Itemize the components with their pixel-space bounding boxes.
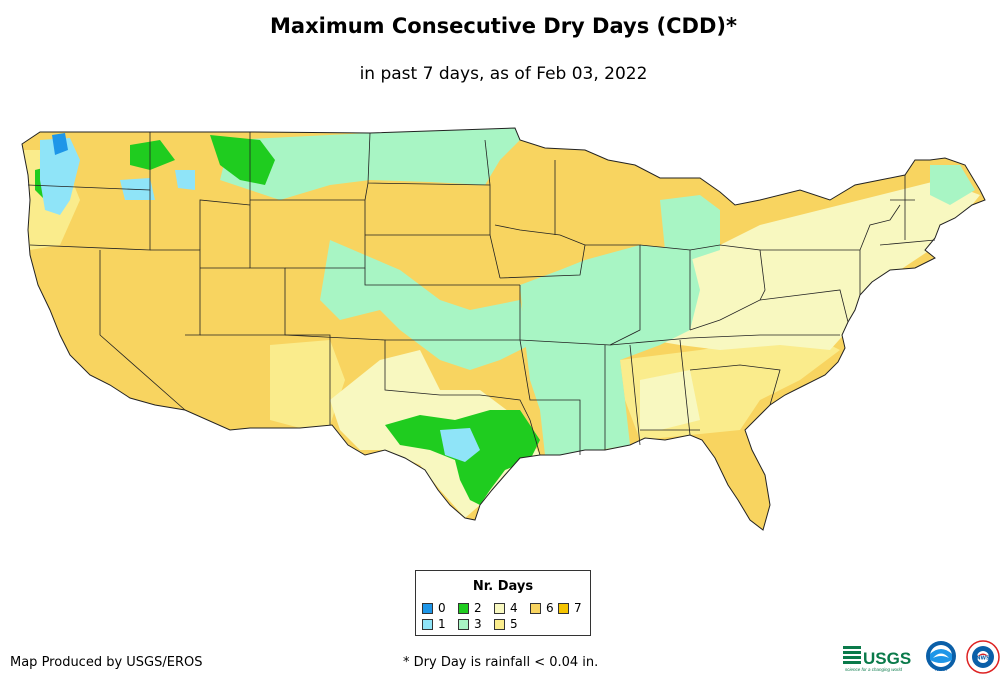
region-2-days-idaho — [130, 140, 175, 170]
legend-swatch-2 — [458, 603, 469, 614]
map-title: Maximum Consecutive Dry Days (CDD)* — [270, 14, 737, 38]
region-2-days-montana — [210, 135, 275, 185]
region-1-day-idaho — [120, 178, 155, 200]
dry-day-footnote: * Dry Day is rainfall < 0.04 in. — [403, 655, 599, 670]
legend-label-1: 1 — [438, 617, 446, 631]
region-3-days-mississippi — [520, 245, 700, 455]
legend-label-3: 3 — [474, 617, 482, 631]
region-1-day-texas — [440, 428, 480, 462]
region-1-day-washington — [40, 138, 80, 215]
noaa-logo-text: NOAA — [935, 667, 947, 672]
legend-swatch-7 — [558, 603, 569, 614]
region-3-days-plains — [320, 240, 530, 370]
state-boundaries — [21, 127, 986, 531]
nws-logo-text: NWS — [976, 656, 990, 662]
legend-swatch-0 — [422, 603, 433, 614]
region-0-days-washington — [52, 133, 68, 155]
region-3-days-northdakota — [370, 128, 520, 185]
region-5-days-sw — [270, 340, 345, 428]
region-4-days-east — [640, 180, 980, 350]
region-3-days-michigan — [660, 195, 720, 260]
legend-title: Nr. Days — [472, 579, 534, 594]
legend-label-7: 7 — [574, 601, 582, 615]
legend-label-0: 0 — [438, 601, 446, 615]
map-subtitle: in past 7 days, as of Feb 03, 2022 — [359, 64, 648, 84]
us-cdd-map — [21, 127, 986, 531]
noaa-logo: NOAA — [926, 641, 956, 672]
legend-label-5: 5 — [510, 617, 518, 631]
legend-swatch-1 — [422, 619, 433, 630]
legend-swatch-3 — [458, 619, 469, 630]
legend-swatch-5 — [494, 619, 505, 630]
agency-logos: USGS science for a changing world NOAA N… — [843, 640, 1000, 674]
region-4-days-georgia — [640, 370, 700, 430]
legend-label-4: 4 — [510, 601, 518, 615]
map-credit: Map Produced by USGS/EROS — [10, 655, 203, 670]
usgs-logo: USGS science for a changing world — [843, 646, 911, 672]
region-3-days-maine — [930, 165, 975, 205]
legend: Nr. Days 0 1 2 3 4 5 6 7 — [415, 570, 591, 636]
legend-label-2: 2 — [474, 601, 482, 615]
legend-swatch-4 — [494, 603, 505, 614]
usgs-logo-tagline: science for a changing world — [845, 667, 903, 672]
nws-logo: NWS — [966, 640, 1000, 674]
usgs-logo-text: USGS — [863, 649, 911, 668]
region-1-day-wyoming — [175, 170, 195, 190]
legend-swatch-6 — [530, 603, 541, 614]
legend-label-6: 6 — [546, 601, 554, 615]
